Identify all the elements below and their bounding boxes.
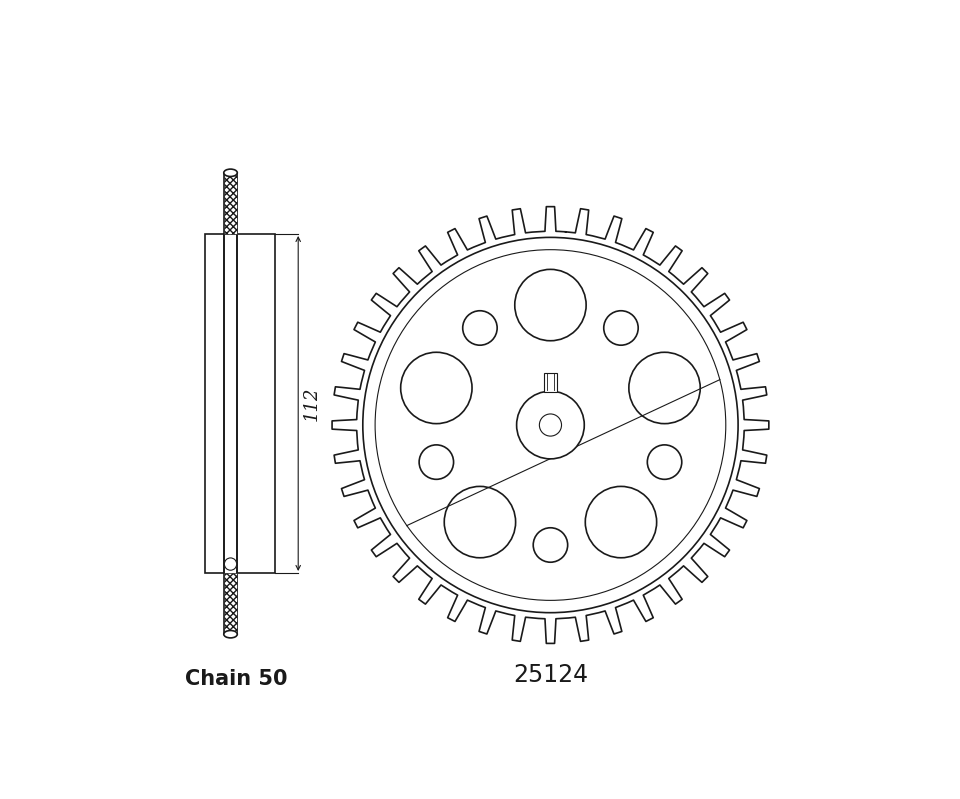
Text: Chain 50: Chain 50 xyxy=(185,669,288,689)
Text: 25124: 25124 xyxy=(513,663,588,687)
Polygon shape xyxy=(204,234,276,573)
Polygon shape xyxy=(543,372,557,392)
Ellipse shape xyxy=(224,630,237,638)
Circle shape xyxy=(400,352,472,423)
Circle shape xyxy=(540,414,562,436)
Polygon shape xyxy=(224,573,237,634)
Circle shape xyxy=(586,487,657,558)
Polygon shape xyxy=(224,173,237,234)
Circle shape xyxy=(629,352,700,423)
Text: 138: 138 xyxy=(551,431,588,449)
Circle shape xyxy=(515,269,587,340)
Circle shape xyxy=(444,487,516,558)
Text: 112: 112 xyxy=(302,386,321,421)
Circle shape xyxy=(647,445,682,479)
Ellipse shape xyxy=(224,169,237,177)
Circle shape xyxy=(533,528,567,562)
Circle shape xyxy=(363,237,738,613)
Circle shape xyxy=(225,558,237,570)
Circle shape xyxy=(604,311,638,345)
Polygon shape xyxy=(224,173,237,634)
Text: 12.5: 12.5 xyxy=(572,350,604,364)
Circle shape xyxy=(420,445,453,479)
Circle shape xyxy=(516,392,585,459)
Circle shape xyxy=(463,311,497,345)
